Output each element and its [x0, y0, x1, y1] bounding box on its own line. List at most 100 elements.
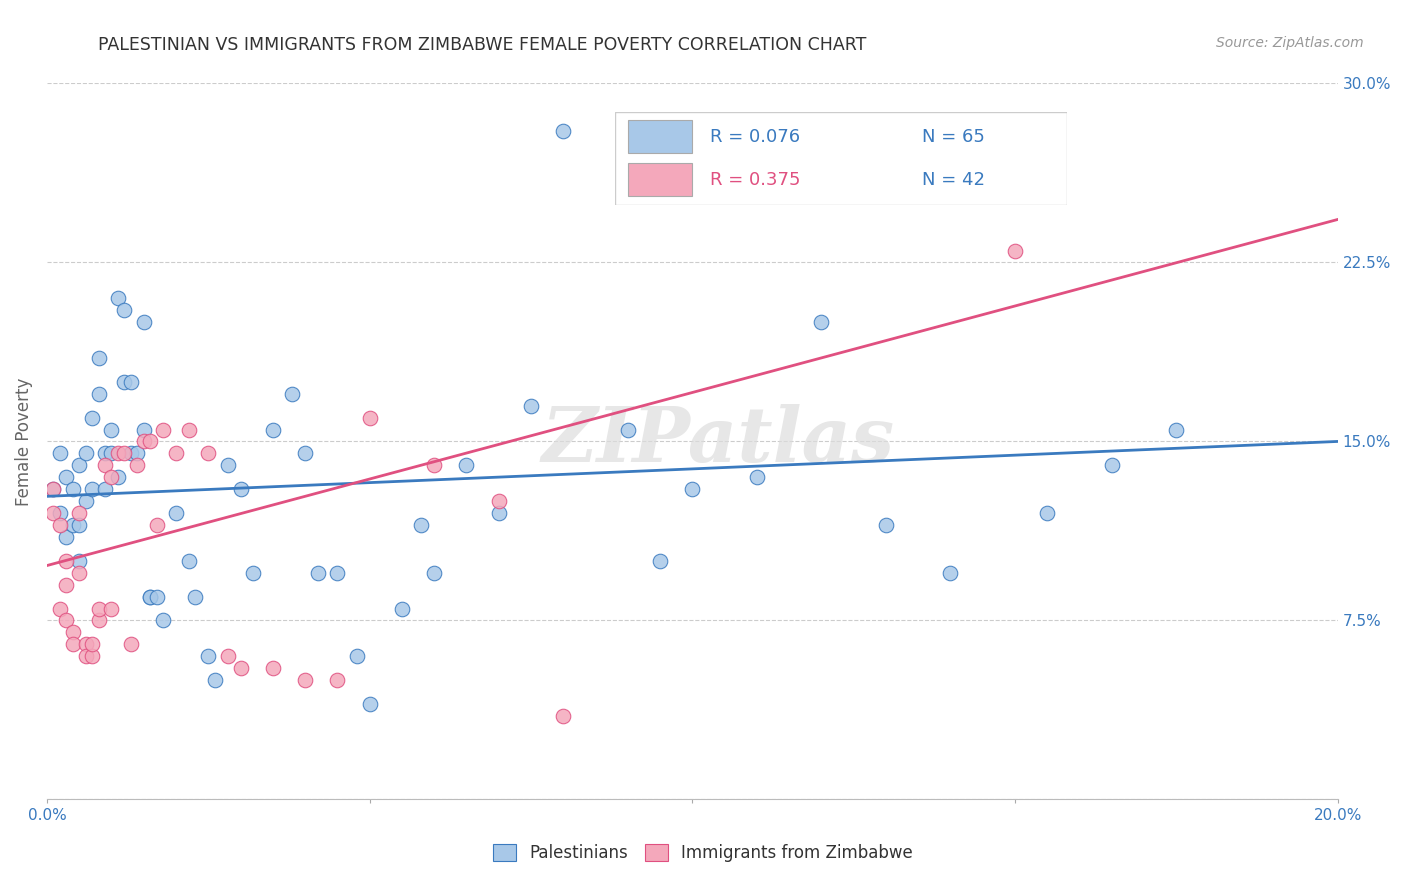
Point — [177, 423, 200, 437]
Point — [62, 625, 84, 640]
Point — [139, 434, 162, 449]
Point — [204, 673, 226, 687]
Point — [132, 423, 155, 437]
Point — [55, 530, 77, 544]
Point — [55, 614, 77, 628]
Point — [94, 446, 117, 460]
Point — [1101, 458, 1123, 473]
Point — [139, 590, 162, 604]
Point — [177, 554, 200, 568]
Point — [145, 590, 167, 604]
Point — [152, 614, 174, 628]
Point — [1166, 423, 1188, 437]
Point — [326, 566, 349, 580]
Point — [242, 566, 264, 580]
Y-axis label: Female Poverty: Female Poverty — [15, 377, 32, 506]
Point — [87, 614, 110, 628]
Point — [67, 566, 90, 580]
Point — [55, 577, 77, 591]
Point — [112, 446, 135, 460]
Point — [75, 637, 97, 651]
Point — [67, 554, 90, 568]
Point — [80, 637, 103, 651]
Legend: Palestinians, Immigrants from Zimbabwe: Palestinians, Immigrants from Zimbabwe — [485, 836, 921, 871]
Point — [42, 506, 65, 520]
Point — [127, 458, 149, 473]
Point — [229, 661, 252, 675]
Point — [184, 590, 207, 604]
Point — [42, 482, 65, 496]
Point — [411, 518, 433, 533]
Point — [810, 315, 832, 329]
Point — [120, 375, 142, 389]
Point — [197, 446, 219, 460]
Point — [145, 518, 167, 533]
Point — [127, 446, 149, 460]
Point — [281, 386, 304, 401]
Point — [107, 291, 129, 305]
Point — [423, 458, 446, 473]
Point — [553, 709, 575, 723]
Point — [294, 446, 316, 460]
Point — [488, 494, 510, 508]
Point — [132, 315, 155, 329]
Point — [616, 423, 638, 437]
Point — [217, 458, 239, 473]
Point — [326, 673, 349, 687]
Point — [67, 458, 90, 473]
Point — [75, 494, 97, 508]
Point — [939, 566, 962, 580]
Point — [553, 124, 575, 138]
Point — [120, 637, 142, 651]
Point — [87, 601, 110, 615]
Point — [359, 697, 381, 711]
Point — [120, 446, 142, 460]
Point — [100, 423, 122, 437]
Text: ZIPatlas: ZIPatlas — [541, 404, 894, 478]
Point — [165, 446, 187, 460]
Point — [112, 375, 135, 389]
Point — [423, 566, 446, 580]
Point — [1036, 172, 1059, 186]
Point — [132, 434, 155, 449]
Point — [42, 482, 65, 496]
Point — [100, 470, 122, 484]
Point — [100, 446, 122, 460]
Point — [87, 386, 110, 401]
Point — [75, 446, 97, 460]
Point — [107, 446, 129, 460]
Point — [49, 601, 72, 615]
Point — [262, 423, 284, 437]
Point — [112, 303, 135, 318]
Point — [391, 601, 413, 615]
Point — [152, 423, 174, 437]
Point — [294, 673, 316, 687]
Point — [681, 482, 703, 496]
Point — [49, 518, 72, 533]
Point — [94, 458, 117, 473]
Point — [745, 470, 768, 484]
Point — [875, 518, 897, 533]
Point — [67, 518, 90, 533]
Point — [67, 506, 90, 520]
Point — [62, 482, 84, 496]
Point — [55, 470, 77, 484]
Point — [49, 446, 72, 460]
Point — [62, 637, 84, 651]
Point — [1036, 506, 1059, 520]
Point — [1004, 244, 1026, 258]
Point — [80, 649, 103, 664]
Point — [488, 506, 510, 520]
Point — [49, 506, 72, 520]
Point — [94, 482, 117, 496]
Point — [62, 518, 84, 533]
Point — [217, 649, 239, 664]
Point — [80, 410, 103, 425]
Point — [648, 554, 671, 568]
Point — [139, 590, 162, 604]
Point — [87, 351, 110, 365]
Point — [107, 470, 129, 484]
Text: Source: ZipAtlas.com: Source: ZipAtlas.com — [1216, 36, 1364, 50]
Point — [75, 649, 97, 664]
Point — [80, 482, 103, 496]
